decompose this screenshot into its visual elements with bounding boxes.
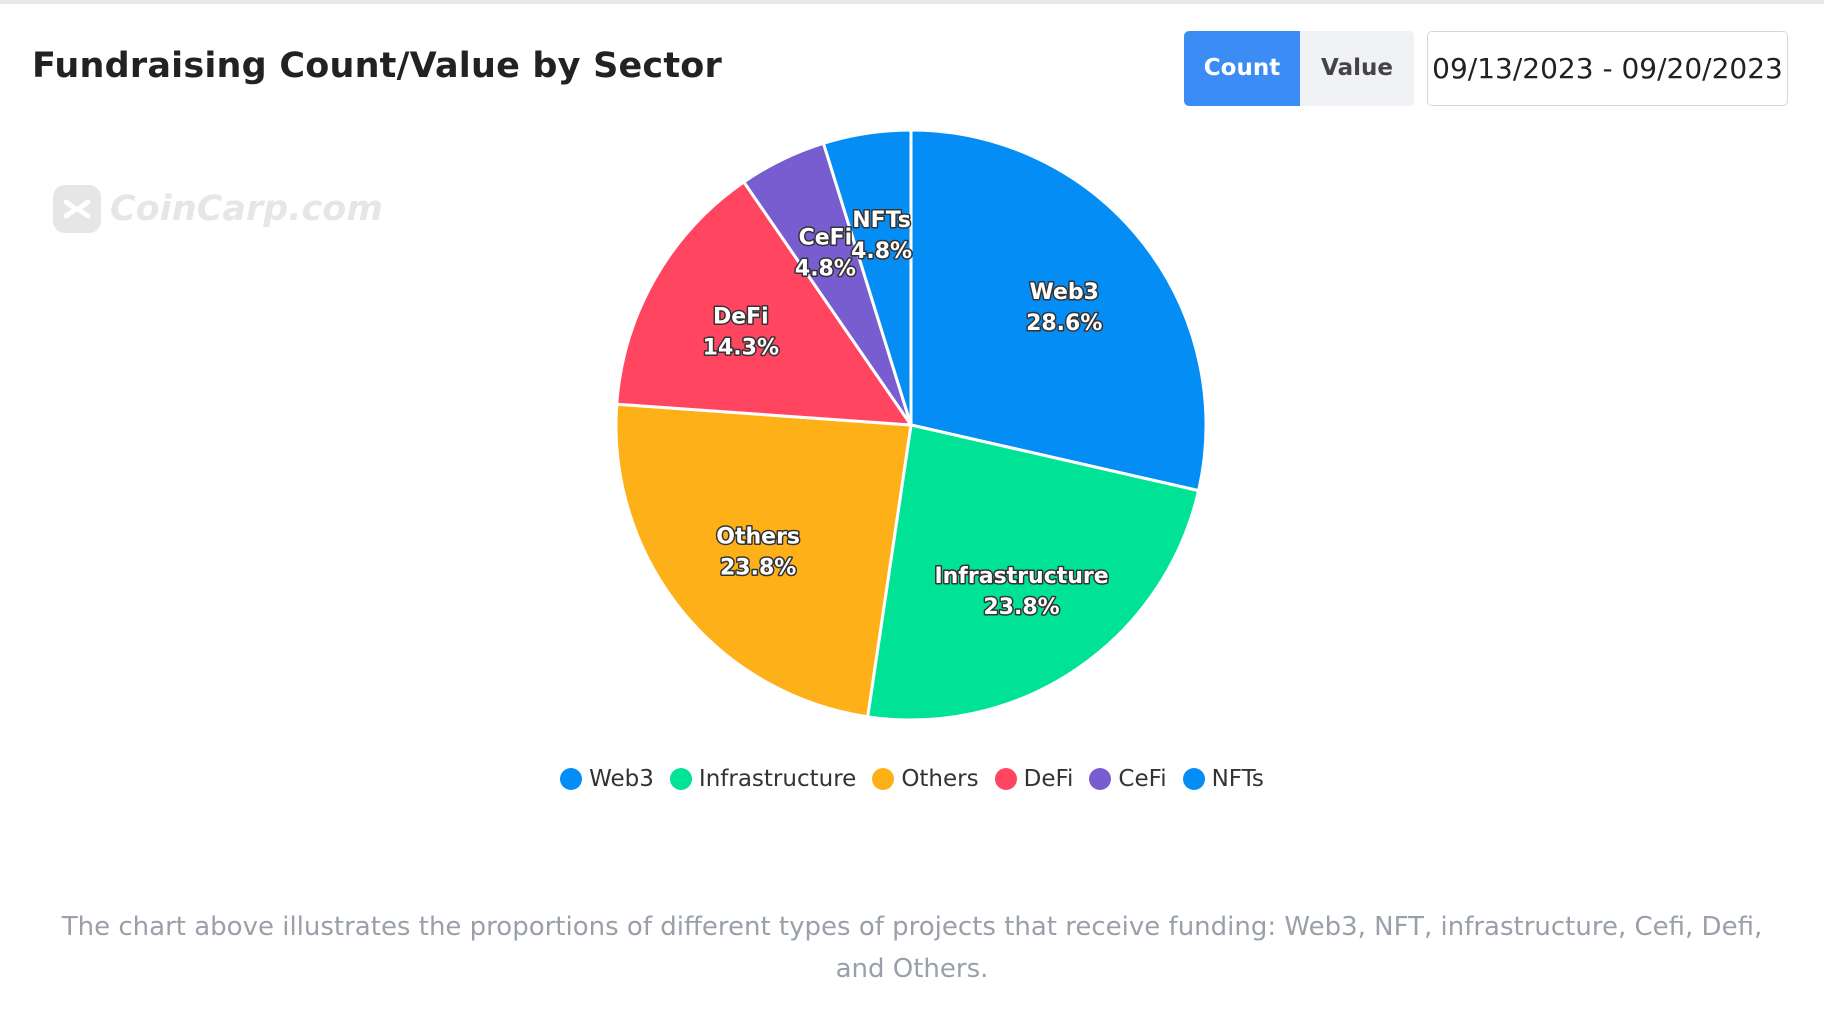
pie-slice-infrastructure[interactable] bbox=[865, 423, 1201, 722]
legend-label: NFTs bbox=[1211, 766, 1264, 792]
pie-slice-web3[interactable] bbox=[909, 128, 1208, 493]
legend-marker-icon bbox=[872, 768, 895, 790]
slice-label-nfts: NFTs bbox=[852, 208, 911, 233]
legend-marker-icon bbox=[1089, 768, 1112, 790]
value-toggle-button[interactable]: Value bbox=[1300, 31, 1414, 106]
slice-value-nfts: 4.8% bbox=[851, 239, 912, 264]
date-range-picker[interactable]: 09/13/2023 - 09/20/2023 bbox=[1427, 31, 1788, 106]
legend-item-cefi[interactable]: CeFi bbox=[1089, 766, 1167, 792]
top-divider bbox=[0, 0, 1824, 4]
slice-label-cefi: CeFi bbox=[799, 226, 853, 251]
pie-slice-nfts[interactable] bbox=[821, 128, 913, 426]
legend-marker-icon bbox=[1182, 768, 1205, 790]
legend-marker-icon bbox=[560, 768, 583, 790]
slice-label-defi: DeFi bbox=[713, 305, 769, 330]
coincarp-watermark: CoinCarp.com bbox=[52, 184, 383, 234]
pie-slices bbox=[614, 128, 1208, 722]
pie-slice-defi[interactable] bbox=[615, 179, 915, 427]
legend-item-infrastructure[interactable]: Infrastructure bbox=[669, 766, 857, 792]
legend-item-others[interactable]: Others bbox=[872, 766, 979, 792]
legend-marker-icon bbox=[994, 768, 1017, 790]
legend-marker-icon bbox=[669, 768, 692, 790]
slice-value-others: 23.8% bbox=[720, 556, 796, 581]
legend-label: CeFi bbox=[1118, 766, 1167, 792]
legend-label: Web3 bbox=[589, 766, 654, 792]
legend-item-nfts[interactable]: NFTs bbox=[1182, 766, 1264, 792]
legend-item-defi[interactable]: DeFi bbox=[994, 766, 1074, 792]
slice-label-web3: Web3 bbox=[1030, 280, 1099, 305]
chart-legend: Web3 Infrastructure Others DeFi CeFi NFTs bbox=[0, 766, 1824, 792]
slice-value-infrastructure: 23.8% bbox=[983, 595, 1059, 620]
slice-value-defi: 14.3% bbox=[703, 336, 779, 361]
slice-label-others: Others bbox=[716, 525, 800, 550]
slice-value-web3: 28.6% bbox=[1026, 311, 1102, 336]
legend-label: DeFi bbox=[1023, 766, 1074, 792]
count-toggle-button[interactable]: Count bbox=[1184, 31, 1300, 106]
pie-slice-others[interactable] bbox=[614, 402, 913, 719]
watermark-text: CoinCarp.com bbox=[110, 189, 383, 229]
legend-item-web3[interactable]: Web3 bbox=[560, 766, 654, 792]
pie-labels: Web3 28.6% Infrastructure 23.8% Others 23.8% D… bbox=[701, 207, 1110, 622]
coincarp-logo-icon bbox=[53, 185, 101, 233]
slice-value-cefi: 4.8% bbox=[795, 257, 856, 282]
legend-label: Others bbox=[901, 766, 979, 792]
chart-caption: The chart above illustrates the proporti… bbox=[61, 912, 1763, 984]
page-title: Fundraising Count/Value by Sector bbox=[32, 46, 723, 86]
count-value-toggle: Count Value bbox=[1184, 31, 1414, 106]
slice-label-infrastructure: Infrastructure bbox=[934, 564, 1108, 589]
legend-label: Infrastructure bbox=[698, 766, 857, 792]
